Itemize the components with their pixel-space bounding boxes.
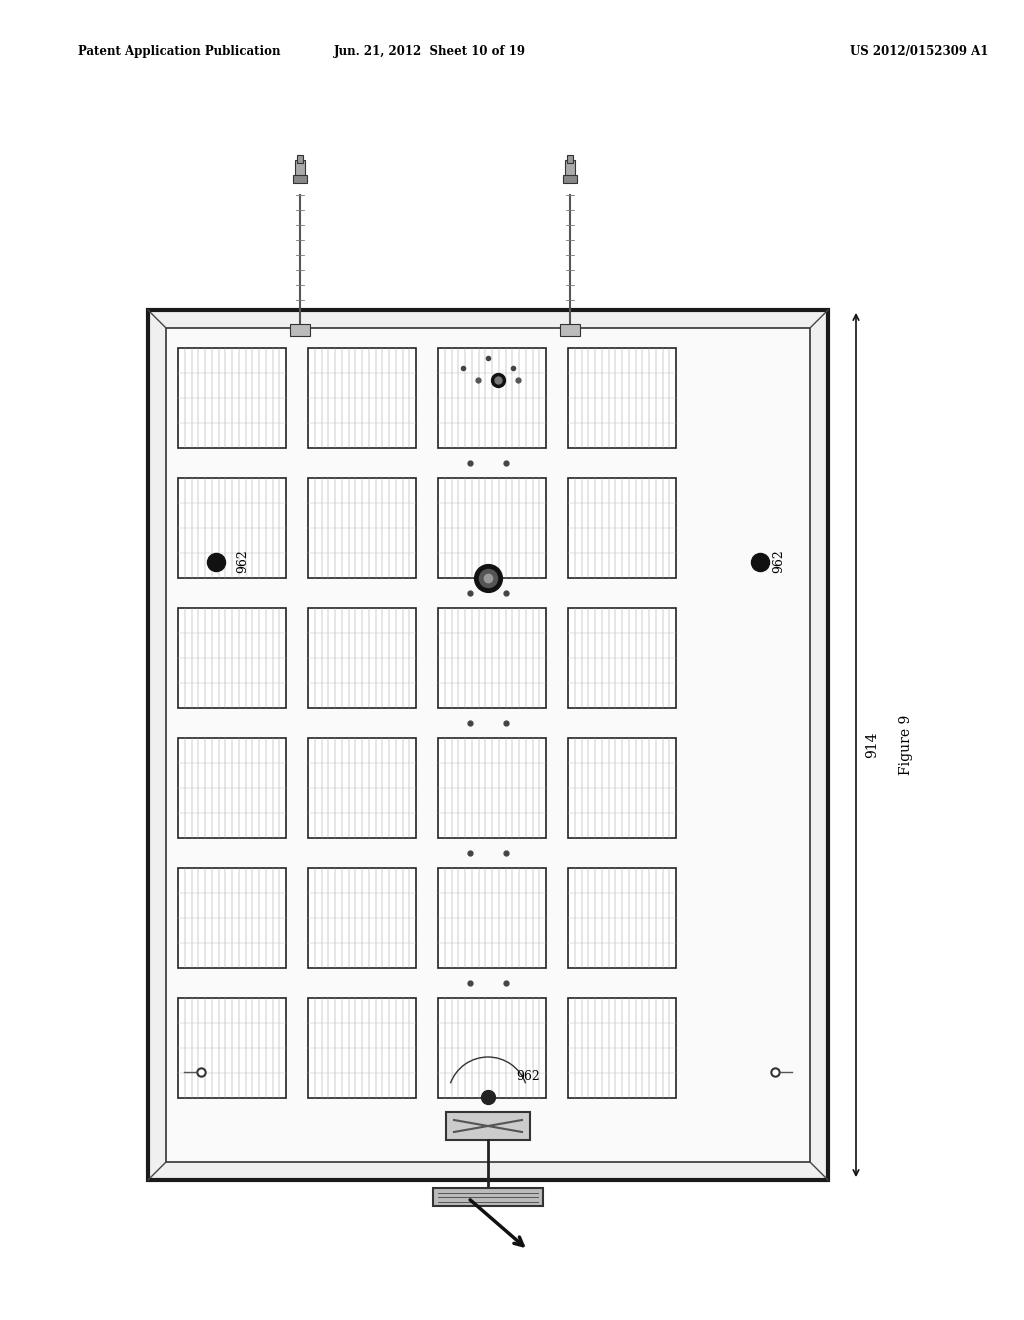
Bar (178, 478, 286, 578)
Bar (438, 478, 546, 578)
Text: 962: 962 (772, 549, 785, 573)
Bar (308, 478, 416, 578)
Bar (178, 609, 286, 708)
Bar (295, 160, 305, 176)
Bar (178, 738, 286, 838)
Bar (568, 478, 676, 578)
Text: Patent Application Publication: Patent Application Publication (78, 45, 281, 58)
Bar (565, 160, 575, 176)
Bar (438, 869, 546, 968)
Bar (567, 154, 573, 162)
Bar (166, 327, 810, 1162)
Text: Jun. 21, 2012  Sheet 10 of 19: Jun. 21, 2012 Sheet 10 of 19 (334, 45, 526, 58)
Bar (438, 738, 546, 838)
Bar (178, 348, 286, 447)
Text: US 2012/0152309 A1: US 2012/0152309 A1 (850, 45, 988, 58)
Text: 962: 962 (516, 1071, 540, 1084)
Text: 914: 914 (865, 731, 879, 758)
Bar (178, 869, 286, 968)
Bar (293, 176, 307, 183)
Bar (446, 1111, 530, 1140)
Bar (178, 998, 286, 1098)
Bar (290, 323, 310, 337)
Bar (438, 998, 546, 1098)
Bar (308, 348, 416, 447)
Bar (148, 310, 828, 1180)
Bar (568, 348, 676, 447)
Bar (308, 869, 416, 968)
Bar (308, 609, 416, 708)
Bar (568, 738, 676, 838)
Bar (438, 609, 546, 708)
Bar (308, 998, 416, 1098)
Bar (438, 348, 546, 447)
Bar (308, 738, 416, 838)
Bar (297, 154, 303, 162)
Bar (563, 176, 577, 183)
Bar (433, 1188, 543, 1206)
Text: Figure 9: Figure 9 (899, 715, 913, 775)
Bar (568, 869, 676, 968)
Text: 962: 962 (236, 549, 249, 573)
Bar (568, 609, 676, 708)
Bar (568, 998, 676, 1098)
Bar (560, 323, 580, 337)
